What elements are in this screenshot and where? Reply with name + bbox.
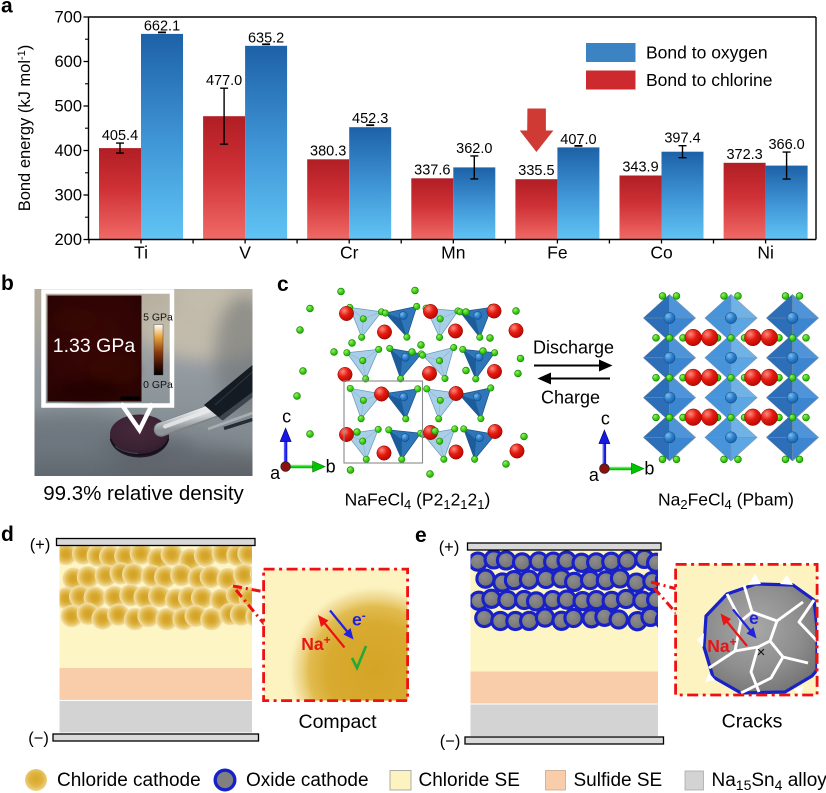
svg-text:a: a <box>589 465 600 485</box>
svg-text:b: b <box>326 457 336 477</box>
svg-text:Na15Sn4 alloy: Na15Sn4 alloy <box>712 770 826 793</box>
svg-text:397.4: 397.4 <box>664 131 700 147</box>
svg-text:Sulfide SE: Sulfide SE <box>574 770 663 791</box>
svg-text:d: d <box>1 523 14 546</box>
svg-text:a: a <box>270 463 281 483</box>
svg-text:300: 300 <box>54 187 82 205</box>
svg-text:1.33 GPa: 1.33 GPa <box>53 335 136 357</box>
svg-text:405.4: 405.4 <box>102 128 138 144</box>
svg-text:662.1: 662.1 <box>144 18 180 34</box>
svg-text:500: 500 <box>54 98 82 116</box>
svg-text:635.2: 635.2 <box>248 30 284 46</box>
svg-text:335.5: 335.5 <box>518 163 554 179</box>
svg-text:b: b <box>644 459 654 479</box>
svg-text:e: e <box>749 608 759 628</box>
svg-text:(+): (+) <box>439 539 460 557</box>
svg-text:0 GPa: 0 GPa <box>143 379 173 391</box>
svg-text:Chloride SE: Chloride SE <box>419 770 520 791</box>
svg-text:a: a <box>1 0 13 18</box>
svg-text:c: c <box>282 407 291 427</box>
svg-text:407.0: 407.0 <box>560 132 596 148</box>
svg-text:Co: Co <box>650 243 672 263</box>
svg-text:Discharge: Discharge <box>533 338 614 358</box>
svg-text:5 GPa: 5 GPa <box>143 312 173 324</box>
svg-text:Ni: Ni <box>757 243 774 263</box>
svg-text:Mn: Mn <box>441 243 465 263</box>
svg-text:200: 200 <box>54 231 82 249</box>
svg-text:(+): (+) <box>30 536 51 554</box>
svg-text:×: × <box>757 644 766 661</box>
svg-text:372.3: 372.3 <box>726 147 762 163</box>
svg-text:Bond energy (kJ mol-1): Bond energy (kJ mol-1) <box>16 45 34 212</box>
svg-text:452.3: 452.3 <box>352 111 388 127</box>
svg-text:337.6: 337.6 <box>414 162 450 178</box>
svg-text:Ti: Ti <box>134 243 148 263</box>
svg-text:e: e <box>415 524 427 547</box>
svg-text:Na2FeCl4 (Pbam): Na2FeCl4 (Pbam) <box>658 490 794 513</box>
svg-text:(−): (−) <box>28 730 49 748</box>
svg-text:362.0: 362.0 <box>456 141 492 157</box>
svg-text:Oxide cathode: Oxide cathode <box>246 770 369 791</box>
svg-text:Na+: Na+ <box>301 633 330 654</box>
svg-text:Na+: Na+ <box>707 635 736 656</box>
svg-text:c: c <box>601 409 610 429</box>
svg-text:(−): (−) <box>440 733 461 751</box>
svg-text:NaFeCl4 (P212121): NaFeCl4 (P212121) <box>345 490 491 513</box>
svg-text:Charge: Charge <box>541 388 600 408</box>
svg-text:99.3% relative density: 99.3% relative density <box>43 482 244 505</box>
svg-text:366.0: 366.0 <box>768 137 804 153</box>
svg-text:380.3: 380.3 <box>310 143 346 159</box>
svg-text:c: c <box>277 273 289 296</box>
svg-text:Chloride cathode: Chloride cathode <box>57 770 201 791</box>
svg-text:343.9: 343.9 <box>622 160 658 176</box>
svg-text:V: V <box>239 243 251 263</box>
svg-text:Bond to oxygen: Bond to oxygen <box>646 43 768 63</box>
svg-text:Compact: Compact <box>298 711 377 733</box>
svg-text:400: 400 <box>54 142 82 160</box>
svg-text:700: 700 <box>54 9 82 27</box>
svg-text:b: b <box>1 272 14 295</box>
svg-text:Bond to chlorine: Bond to chlorine <box>646 70 772 90</box>
svg-text:600: 600 <box>54 53 82 71</box>
svg-text:477.0: 477.0 <box>206 73 242 89</box>
svg-text:Cracks: Cracks <box>722 711 783 733</box>
svg-text:Fe: Fe <box>547 243 567 263</box>
svg-text:Cr: Cr <box>340 243 359 263</box>
